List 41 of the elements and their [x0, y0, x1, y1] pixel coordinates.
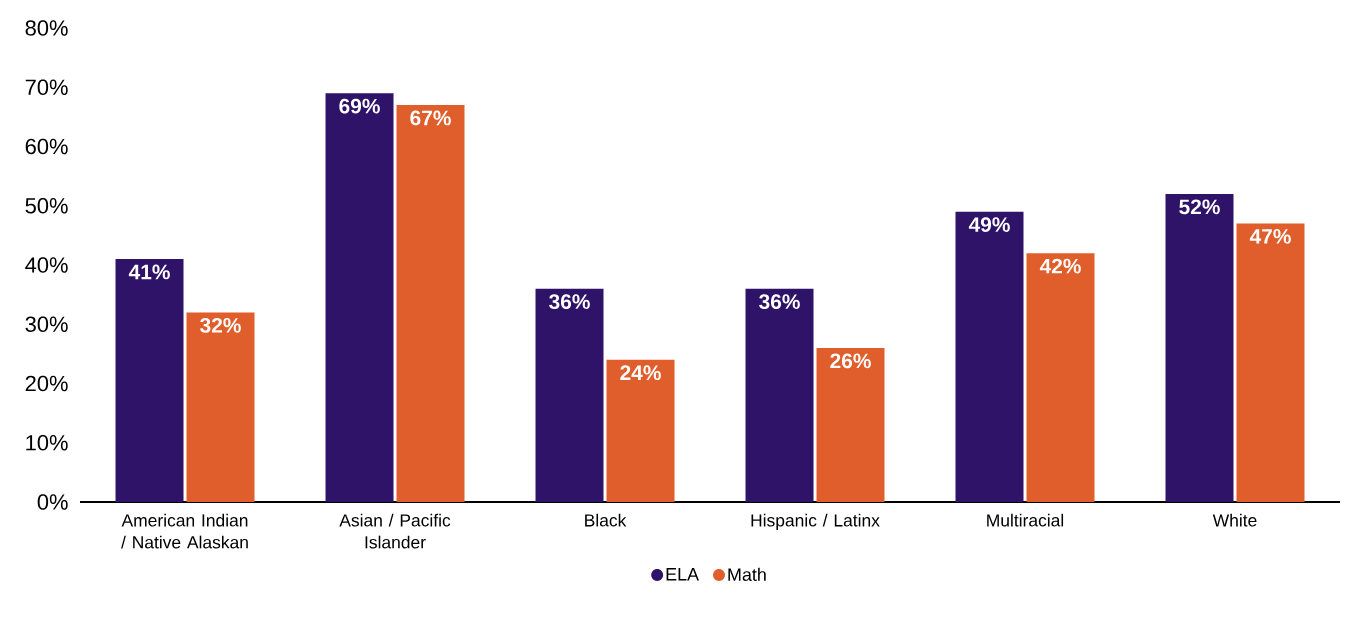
bar — [745, 288, 814, 502]
y-tick-label: 30% — [25, 316, 68, 332]
data-label: 52% — [1179, 199, 1220, 215]
legend-label: Math — [728, 567, 766, 581]
y-tick-label: 10% — [26, 434, 68, 451]
y-tick-label: 80% — [25, 20, 68, 36]
x-tick-label: American Indian / Native Alaskan — [121, 513, 248, 549]
y-tick-label: 60% — [25, 138, 68, 155]
data-label: 69% — [339, 98, 380, 114]
bar — [606, 359, 675, 502]
x-tick-label: Black — [585, 513, 627, 527]
data-label: 41% — [128, 264, 170, 280]
bar — [1236, 223, 1305, 502]
data-label: 42% — [1039, 258, 1081, 274]
data-label: 47% — [1249, 229, 1291, 244]
x-tick-label: Hispanic / Latinx — [751, 513, 880, 531]
bar — [955, 211, 1024, 502]
y-tick-label: 40% — [25, 257, 68, 273]
x-tick-label: Multiracial — [987, 513, 1064, 527]
y-tick-label: 70% — [25, 79, 68, 95]
bar — [1026, 253, 1095, 502]
data-label: 24% — [620, 365, 661, 381]
bar — [115, 259, 184, 502]
data-label: 36% — [549, 294, 590, 310]
data-label: 67% — [410, 110, 451, 126]
y-tick-label: 50% — [25, 197, 68, 214]
legend-label: ELA — [666, 568, 699, 581]
bar — [396, 105, 465, 502]
bar — [1165, 193, 1234, 502]
y-tick-label: 20% — [25, 375, 68, 392]
bar — [816, 347, 885, 502]
y-tick-label: 0% — [37, 494, 68, 510]
bar — [325, 93, 394, 502]
data-label: 26% — [830, 353, 871, 369]
bar — [535, 288, 604, 502]
bar — [186, 312, 255, 502]
data-label: 32% — [200, 317, 241, 333]
x-tick-label: Asian / Pacific Islander — [339, 513, 451, 549]
x-tick-label: White — [1212, 513, 1257, 527]
data-label: 36% — [759, 294, 800, 310]
data-label: 49% — [968, 217, 1010, 232]
